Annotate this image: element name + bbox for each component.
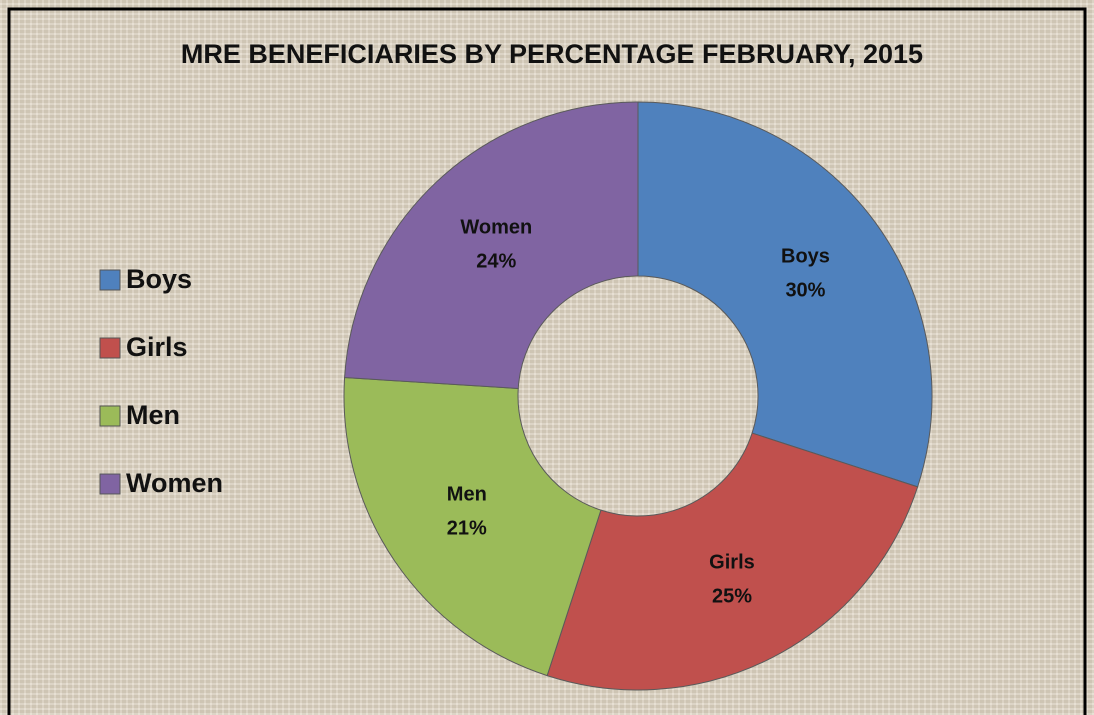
slice-value-label: 21% — [447, 518, 487, 540]
slice-category-label: Men — [447, 484, 487, 506]
legend-label: Women — [126, 468, 223, 498]
legend-label: Men — [126, 400, 180, 430]
legend-label: Boys — [126, 264, 192, 294]
donut-slice — [344, 101, 639, 389]
legend-swatch — [99, 405, 121, 427]
slice-value-label: 25% — [712, 586, 752, 608]
donut-slice — [637, 101, 933, 488]
slice-category-label: Boys — [781, 246, 830, 268]
slice-value-label: 30% — [785, 280, 825, 302]
slice-category-label: Girls — [709, 552, 755, 574]
donut-slice — [343, 377, 602, 677]
legend-swatch — [99, 337, 121, 359]
legend-label: Girls — [126, 332, 188, 362]
legend-swatch — [99, 473, 121, 495]
chart-frame — [7, 7, 1087, 715]
chart-title: MRE BENEFICIARIES BY PERCENTAGE FEBRUARY… — [181, 39, 923, 69]
slice-category-label: Women — [460, 216, 532, 238]
legend-swatch — [99, 269, 121, 291]
donut-slice — [546, 432, 919, 691]
slice-value-label: 24% — [476, 250, 516, 272]
